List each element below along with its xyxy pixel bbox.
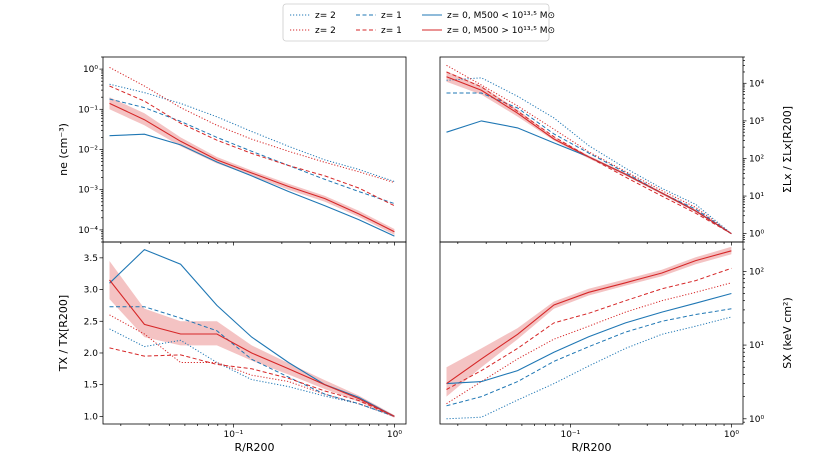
y-tick-label: 10⁻³ [78,186,98,196]
plot-area [446,64,732,235]
panel-electron-density: 10⁰ 10⁻¹ 10⁻² 10⁻³ 10⁻⁴ ne (cm⁻³) [57,56,407,246]
x-tick-label: 10⁻¹ [223,430,243,440]
y-tick-label: 3.5 [84,254,98,264]
y-tick-label: 1.0 [84,412,99,422]
series-line-blue-dotted [109,83,395,182]
y-tick-label: 10⁻¹ [78,105,98,115]
y-tick-label: 3.0 [84,286,99,296]
series-line-blue-solid [446,120,732,235]
scatter-band [446,71,732,234]
plot-area [109,66,395,237]
legend-label: z= 0, M500 < 10¹³·⁵ M⊙ [447,11,555,21]
y-tick-label: 10³ [749,117,764,127]
x-axis-label: R/R200 [572,441,612,454]
series-line-red-dotted [446,64,732,235]
y-tick-label: 10⁻² [78,146,98,156]
y-axis-label: ΣLx / ΣLx[R200] [781,106,794,193]
panel-entropy: 10⁻¹ 10⁰ 10² 10¹ 10⁰ R/R200 SX (keV cm²) [439,241,794,454]
y-tick-label: 10² [749,154,764,164]
y-tick-label: 10⁰ [83,65,98,75]
series-line-blue-dashed [446,308,732,407]
y-tick-label: 10⁻⁴ [78,226,98,236]
series-line-red-dotted [446,282,732,405]
x-tick-label: 10⁰ [724,430,739,440]
y-tick-label: 1.5 [84,381,98,391]
plot-area [446,246,732,420]
x-tick-label: 10⁻¹ [560,430,580,440]
axes-frame [439,241,744,425]
scatter-band [109,97,395,235]
y-tick-label: 10⁴ [749,79,764,89]
y-tick-label: 10⁰ [749,230,764,240]
legend-frame [282,3,550,42]
series-line-red-solid [109,279,395,417]
y-tick-label: 10¹ [749,192,764,202]
x-tick-label: 10⁰ [387,430,402,440]
series-line-blue-dashed [109,306,395,417]
series-line-blue-dotted [446,77,732,235]
series-line-red-solid [446,250,732,385]
axes-frame [102,241,407,425]
scatter-band [446,246,732,397]
y-tick-label: 2.5 [84,317,98,327]
y-axis-label: TX / TX[R200] [57,295,70,372]
y-tick-label: 10⁰ [749,415,764,425]
legend-label: z= 2 [315,11,336,21]
legend-label: z= 2 [315,26,336,36]
series-line-blue-dashed [446,92,732,235]
legend-label: z= 1 [381,26,402,36]
panel-temperature: 10⁻¹ 10⁰ 1.0 1.5 2.0 2.5 3.0 3.5 R/R200 TX / TX[R… [57,241,407,454]
series-line-red-dashed [109,347,395,417]
series-line-red-dotted [109,66,395,184]
legend-label: z= 1 [381,11,402,21]
series-line-red-dashed [109,85,395,207]
y-axis-label: SX (keV cm²) [781,297,794,369]
series-line-red-solid [446,76,732,235]
y-tick-label: 10¹ [749,341,764,351]
series-line-blue-dotted [446,316,732,420]
legend-label: z= 0, M500 > 10¹³·⁵ M⊙ [447,26,555,36]
plot-area [109,248,395,418]
x-axis-label: R/R200 [235,441,275,454]
legend: z= 2 z= 2 z= 1 z= 1 z= 0, M500 < 10¹³·⁵ M⊙ z=… [282,3,555,42]
series-line-red-solid [109,102,395,233]
y-tick-label: 10² [749,267,764,277]
series-line-red-dashed [446,267,732,390]
y-axis-label: ne (cm⁻³) [57,123,70,176]
series-line-blue-solid [446,292,732,385]
series-line-blue-solid [109,248,395,417]
series-line-blue-dotted [109,328,395,417]
series-line-blue-solid [109,133,395,237]
panel-surface-brightness: 10⁴ 10³ 10² 10¹ 10⁰ ΣLx / ΣLx[R200] [439,56,794,246]
series-line-blue-dashed [109,98,395,205]
y-tick-label: 2.0 [84,349,99,359]
